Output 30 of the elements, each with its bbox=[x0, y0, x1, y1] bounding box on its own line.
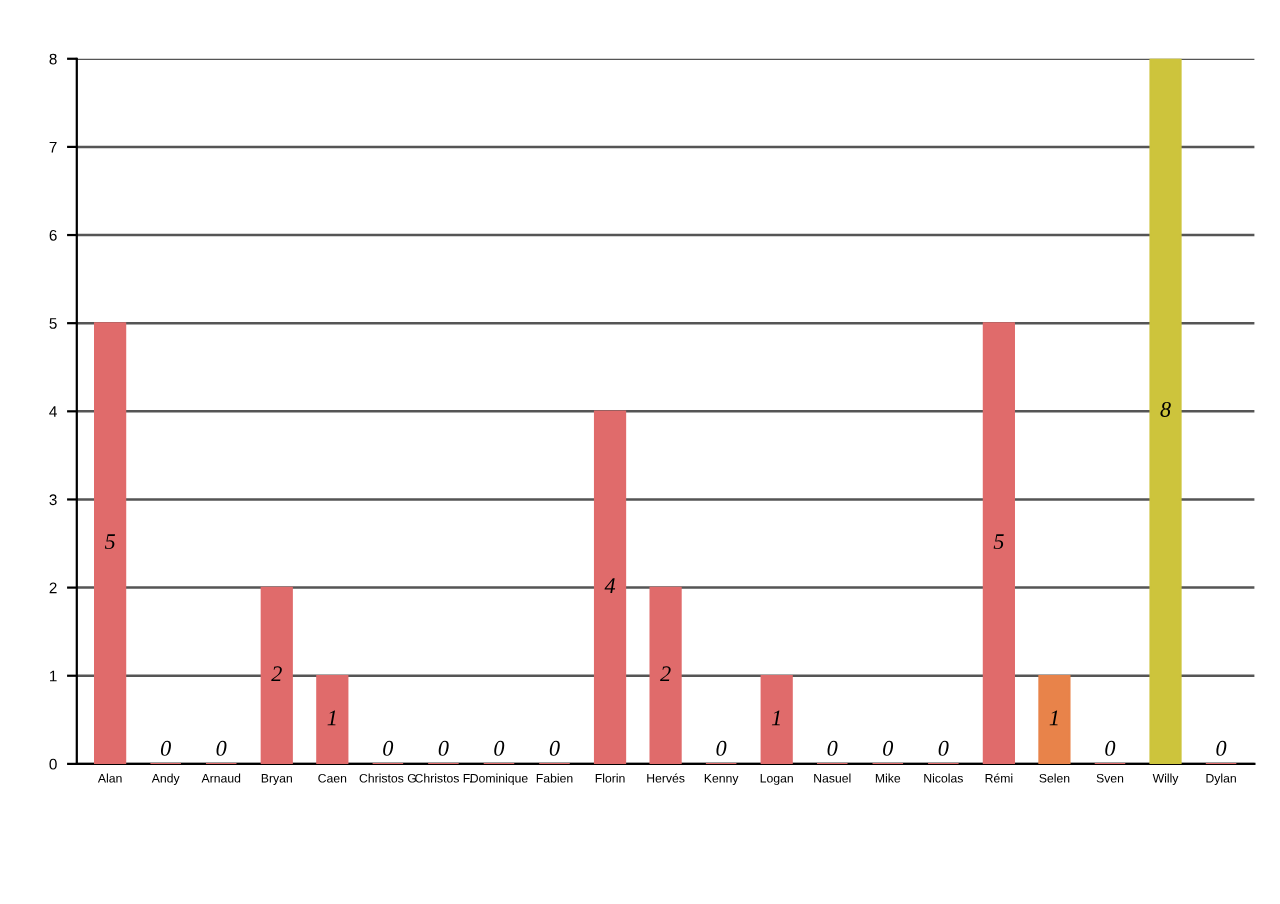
data-label: 0 bbox=[438, 740, 449, 756]
data-label: 0 bbox=[216, 740, 227, 756]
data-label: 1 bbox=[771, 710, 780, 726]
data-label: 5 bbox=[993, 534, 1004, 550]
bar bbox=[94, 322, 127, 764]
bar bbox=[593, 410, 627, 764]
data-label: 0 bbox=[383, 740, 394, 756]
bar bbox=[1149, 58, 1182, 764]
data-label: 0 bbox=[1105, 740, 1116, 756]
data-label: 5 bbox=[104, 534, 116, 550]
data-label: 0 bbox=[827, 740, 838, 756]
data-label: 4 bbox=[604, 578, 616, 593]
bar bbox=[1038, 674, 1071, 764]
data-label: 0 bbox=[938, 740, 949, 756]
data-label: 0 bbox=[494, 740, 505, 756]
bar bbox=[316, 674, 349, 764]
bar bbox=[982, 322, 1015, 764]
data-label: 0 bbox=[883, 740, 894, 756]
data-label: 1 bbox=[1049, 710, 1058, 726]
data-label: 2 bbox=[660, 666, 671, 682]
data-label: 2 bbox=[271, 666, 282, 682]
data-label: 0 bbox=[1216, 740, 1227, 756]
bar bbox=[260, 586, 293, 764]
data-label: 0 bbox=[549, 740, 560, 756]
data-label: 8 bbox=[1160, 401, 1171, 417]
bar bbox=[760, 674, 793, 764]
data-label: 0 bbox=[160, 740, 171, 756]
data-label: 1 bbox=[327, 710, 336, 726]
bar bbox=[649, 586, 682, 764]
data-label: 0 bbox=[716, 740, 727, 756]
